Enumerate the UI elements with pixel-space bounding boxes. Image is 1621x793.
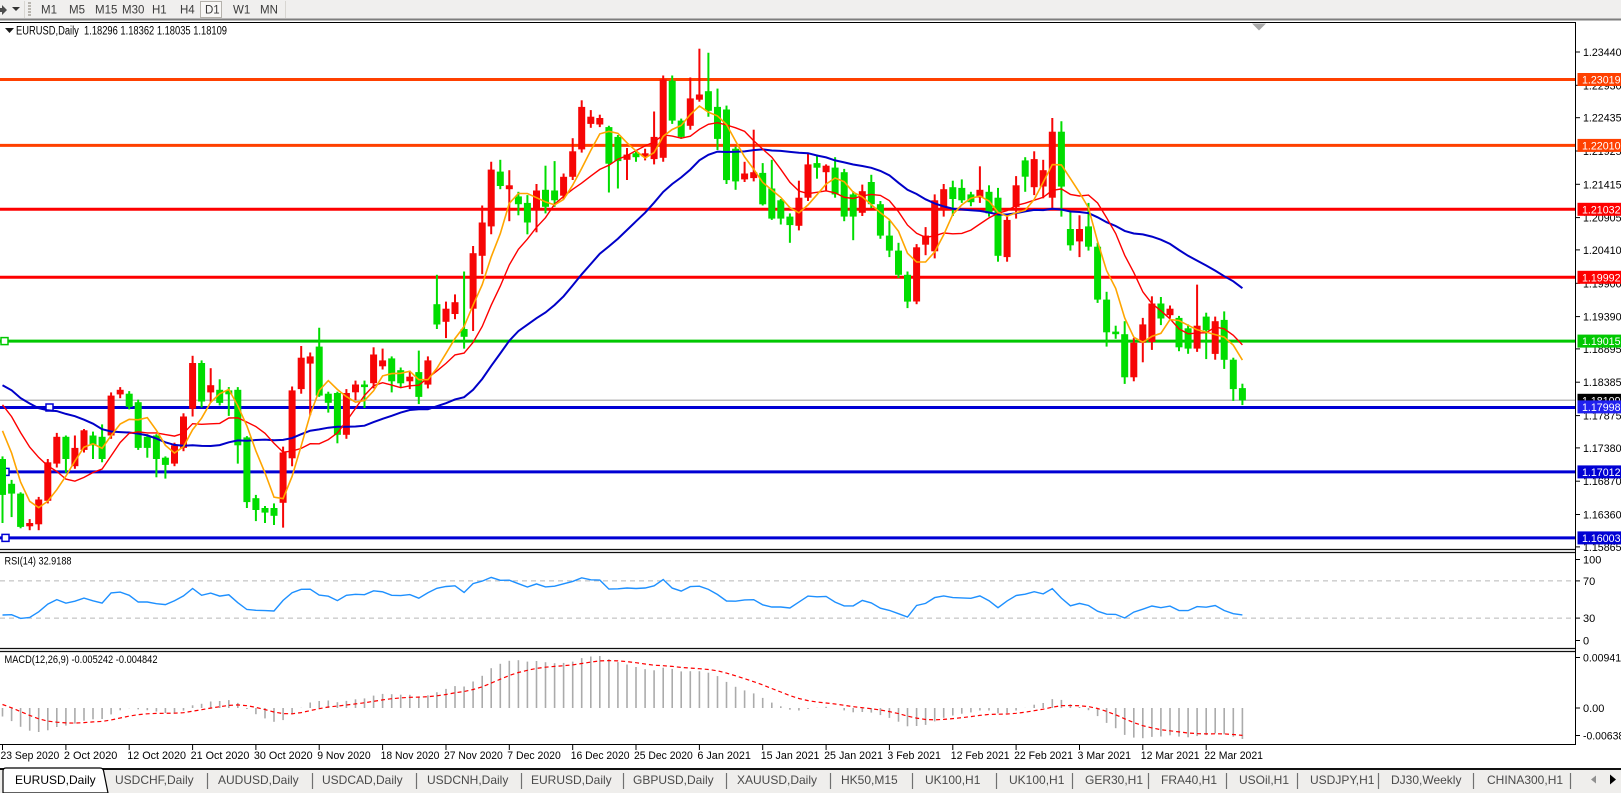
svg-text:1.16003: 1.16003	[1582, 533, 1621, 545]
svg-text:1.17875: 1.17875	[1583, 411, 1621, 423]
svg-text:1.21415: 1.21415	[1583, 179, 1621, 191]
svg-text:27 Nov 2020: 27 Nov 2020	[444, 750, 503, 762]
svg-text:EURUSD,Daily: EURUSD,Daily	[531, 773, 612, 787]
svg-text:100: 100	[1583, 555, 1601, 567]
svg-text:HK50,M15: HK50,M15	[841, 773, 898, 787]
svg-text:1.16870: 1.16870	[1583, 476, 1621, 488]
svg-text:6 Jan 2021: 6 Jan 2021	[697, 750, 751, 762]
svg-text:18 Nov 2020: 18 Nov 2020	[381, 750, 440, 762]
svg-text:1.18385: 1.18385	[1583, 377, 1621, 389]
svg-text:DJ30,Weekly: DJ30,Weekly	[1391, 773, 1461, 787]
svg-text:USDCAD,Daily: USDCAD,Daily	[322, 773, 403, 787]
svg-text:22 Mar 2021: 22 Mar 2021	[1204, 750, 1263, 762]
svg-text:30: 30	[1583, 613, 1595, 625]
svg-text:21 Oct 2020: 21 Oct 2020	[191, 750, 250, 762]
svg-text:22 Feb 2021: 22 Feb 2021	[1014, 750, 1073, 762]
svg-text:EURUSD,Daily 1.18296 1.18362: EURUSD,Daily 1.18296 1.18362 1.18035 1.1…	[16, 26, 227, 38]
svg-text:D1: D1	[205, 5, 220, 17]
svg-text:USDCHF,Daily: USDCHF,Daily	[115, 773, 194, 787]
svg-text:1.16360: 1.16360	[1583, 510, 1621, 522]
svg-text:1.23440: 1.23440	[1583, 47, 1621, 59]
svg-text:USDCNH,Daily: USDCNH,Daily	[427, 773, 508, 787]
svg-text:1.21032: 1.21032	[1582, 204, 1621, 216]
svg-text:FRA40,H1: FRA40,H1	[1161, 773, 1217, 787]
svg-text:1.23019: 1.23019	[1582, 75, 1621, 87]
svg-text:30 Oct 2020: 30 Oct 2020	[254, 750, 313, 762]
svg-text:GBPUSD,Daily: GBPUSD,Daily	[633, 773, 714, 787]
svg-text:MACD(12,26,9) -0.005242 -0.004: MACD(12,26,9) -0.005242 -0.004842	[5, 654, 158, 666]
svg-text:UK100,H1: UK100,H1	[925, 773, 981, 787]
svg-text:USDJPY,H1: USDJPY,H1	[1310, 773, 1375, 787]
svg-text:M1: M1	[41, 5, 57, 17]
svg-text:12 Mar 2021: 12 Mar 2021	[1141, 750, 1200, 762]
svg-text:M5: M5	[69, 5, 85, 17]
svg-text:UK100,H1: UK100,H1	[1009, 773, 1065, 787]
svg-text:-0.006386: -0.006386	[1583, 731, 1621, 743]
svg-text:3 Feb 2021: 3 Feb 2021	[887, 750, 941, 762]
svg-text:70: 70	[1583, 576, 1595, 588]
svg-text:1.15865: 1.15865	[1583, 542, 1621, 554]
svg-text:W1: W1	[233, 5, 250, 17]
svg-text:1.22010: 1.22010	[1582, 140, 1621, 152]
svg-text:0.009412: 0.009412	[1583, 653, 1621, 665]
svg-text:9 Nov 2020: 9 Nov 2020	[317, 750, 371, 762]
svg-text:EURUSD,Daily: EURUSD,Daily	[15, 773, 96, 787]
svg-text:XAUUSD,Daily: XAUUSD,Daily	[737, 773, 817, 787]
svg-text:1.17380: 1.17380	[1583, 443, 1621, 455]
svg-text:1.17012: 1.17012	[1582, 467, 1621, 479]
svg-text:16 Dec 2020: 16 Dec 2020	[571, 750, 630, 762]
svg-text:25 Jan 2021: 25 Jan 2021	[824, 750, 883, 762]
svg-text:0.00: 0.00	[1583, 703, 1604, 715]
svg-text:15 Jan 2021: 15 Jan 2021	[761, 750, 820, 762]
svg-text:H4: H4	[180, 5, 195, 17]
svg-text:H1: H1	[152, 5, 167, 17]
svg-text:M15: M15	[95, 5, 117, 17]
svg-text:25 Dec 2020: 25 Dec 2020	[634, 750, 693, 762]
svg-text:1.19992: 1.19992	[1582, 272, 1621, 284]
svg-text:USOil,H1: USOil,H1	[1239, 773, 1289, 787]
svg-text:1.20410: 1.20410	[1583, 245, 1621, 257]
svg-text:M30: M30	[122, 5, 144, 17]
svg-text:23 Sep 2020: 23 Sep 2020	[1, 750, 60, 762]
svg-text:12 Oct 2020: 12 Oct 2020	[127, 750, 186, 762]
svg-text:AUDUSD,Daily: AUDUSD,Daily	[218, 773, 299, 787]
svg-text:7 Dec 2020: 7 Dec 2020	[507, 750, 561, 762]
svg-text:1.22435: 1.22435	[1583, 113, 1621, 125]
svg-text:RSI(14) 32.9188: RSI(14) 32.9188	[5, 556, 72, 568]
svg-text:1.19390: 1.19390	[1583, 312, 1621, 324]
svg-text:12 Feb 2021: 12 Feb 2021	[951, 750, 1010, 762]
svg-text:GER30,H1: GER30,H1	[1085, 773, 1143, 787]
svg-text:1.17998: 1.17998	[1582, 402, 1621, 414]
svg-text:2 Oct 2020: 2 Oct 2020	[64, 750, 118, 762]
svg-text:0: 0	[1583, 636, 1589, 648]
svg-text:CHINA300,H1: CHINA300,H1	[1487, 773, 1563, 787]
svg-text:3 Mar 2021: 3 Mar 2021	[1078, 750, 1132, 762]
svg-text:MN: MN	[260, 5, 278, 17]
svg-text:1.19015: 1.19015	[1582, 336, 1621, 348]
